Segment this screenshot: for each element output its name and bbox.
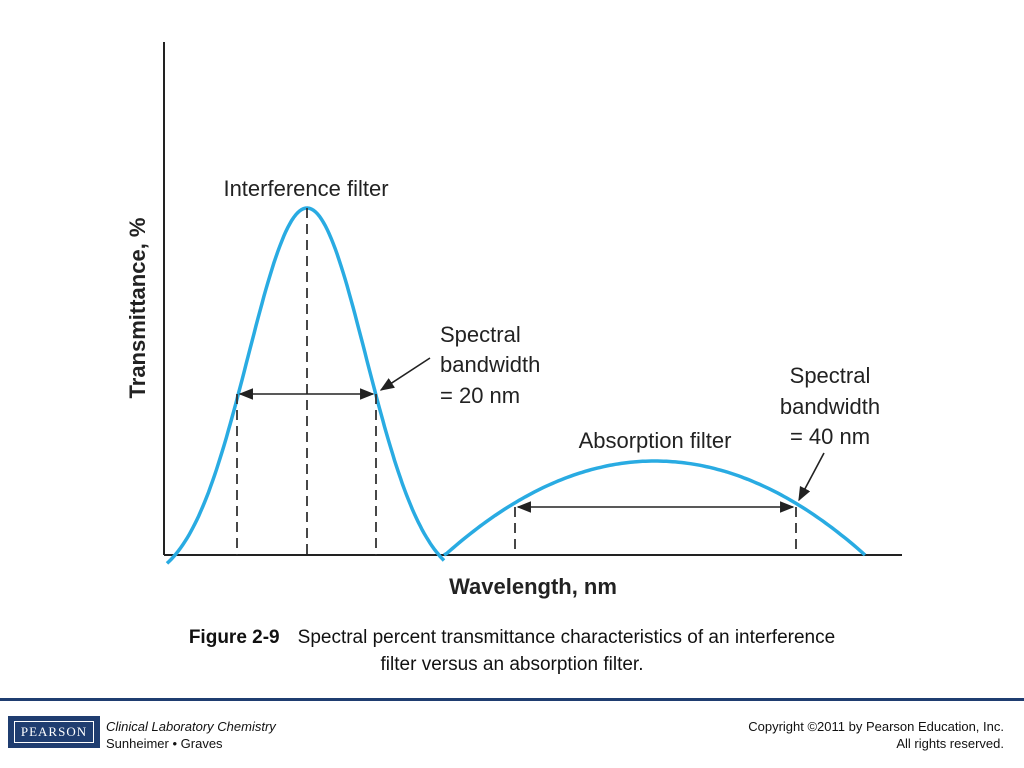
pearson-logo-text: PEARSON bbox=[13, 721, 95, 743]
figure-number: Figure 2-9 bbox=[188, 627, 280, 648]
interference-bandwidth-line3: = 20 nm bbox=[440, 383, 520, 408]
absorption-filter-curve bbox=[443, 459, 867, 557]
interference-bandwidth-line1: Spectral bbox=[440, 322, 521, 347]
absorption-bandwidth-pointer bbox=[798, 452, 825, 502]
absorption-filter-label: Absorption filter bbox=[579, 428, 732, 453]
copyright-line: Copyright ©2011 by Pearson Education, In… bbox=[748, 719, 1004, 734]
book-title: Clinical Laboratory Chemistry bbox=[106, 719, 276, 734]
caption-text-1: Spectral percent transmittance character… bbox=[297, 627, 836, 648]
absorption-bandwidth-line3: = 40 nm bbox=[790, 424, 870, 449]
footer-divider bbox=[0, 698, 1024, 701]
caption-line-2: filter versus an absorption filter. bbox=[380, 654, 644, 675]
interference-bandwidth-pointer bbox=[379, 357, 431, 391]
interference-filter-curve bbox=[165, 206, 446, 565]
caption-line-1: Figure 2-9 Spectral percent transmittance… bbox=[0, 624, 1024, 651]
figure-caption: Figure 2-9 Spectral percent transmittance… bbox=[0, 624, 1024, 678]
copyright-notice: Copyright ©2011 by Pearson Education, In… bbox=[748, 718, 1004, 752]
pearson-logo: PEARSON bbox=[8, 716, 100, 748]
x-axis-label: Wavelength, nm bbox=[449, 574, 617, 599]
y-axis-label: Transmittance, % bbox=[125, 218, 150, 399]
interference-bandwidth-line2: bandwidth bbox=[440, 352, 540, 377]
book-info: Clinical Laboratory Chemistry Sunheimer … bbox=[106, 718, 276, 752]
filter-diagram: Transmittance, % Wavelength, nm Interfer… bbox=[125, 42, 902, 599]
absorption-bandwidth-line2: bandwidth bbox=[780, 394, 880, 419]
book-authors: Sunheimer • Graves bbox=[106, 736, 223, 751]
interference-filter-label: Interference filter bbox=[223, 176, 388, 201]
rights-line: All rights reserved. bbox=[896, 736, 1004, 751]
absorption-bandwidth-line1: Spectral bbox=[790, 363, 871, 388]
